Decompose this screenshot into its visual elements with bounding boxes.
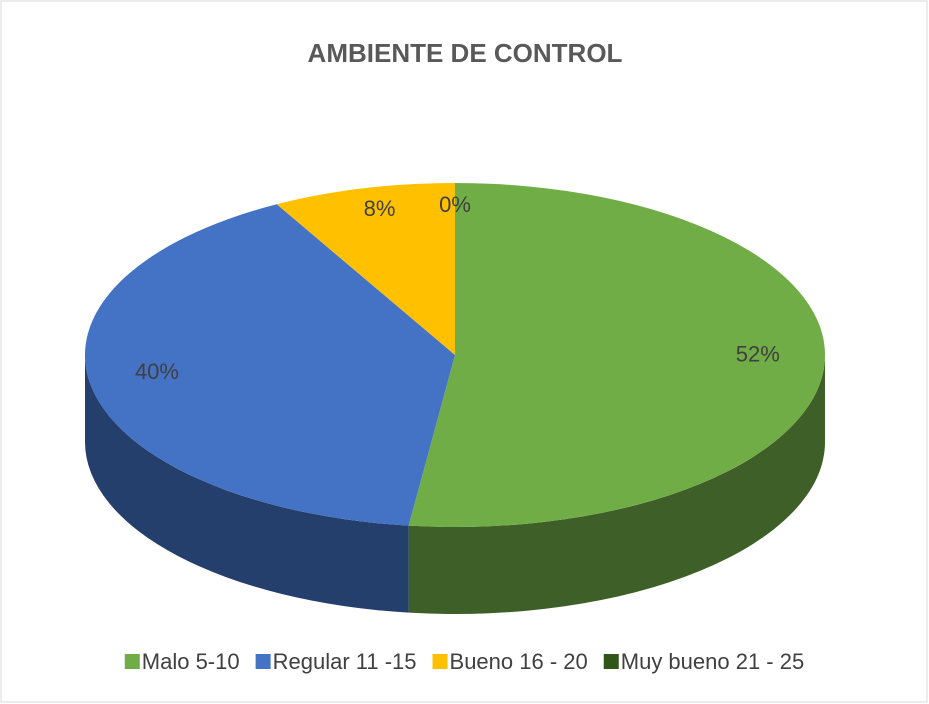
pie-slice xyxy=(276,183,455,355)
chart-title: AMBIENTE DE CONTROL xyxy=(308,38,623,68)
legend-swatch xyxy=(255,654,271,669)
legend: Malo 5-10 Regular 11 -15 Bueno 16 - 20 Muy … xyxy=(124,649,804,674)
pie-slice-side xyxy=(408,355,825,614)
legend-label: Bueno 16 - 20 xyxy=(450,649,588,674)
data-label: 40% xyxy=(135,359,179,384)
legend-label: Muy bueno 21 - 25 xyxy=(621,649,804,674)
legend-label: Regular 11 -15 xyxy=(273,649,417,674)
legend-swatch xyxy=(432,654,448,669)
legend-label: Malo 5-10 xyxy=(142,649,240,674)
pie-slice xyxy=(85,204,456,526)
pie-slice xyxy=(408,183,825,527)
data-label: 0% xyxy=(439,192,471,217)
pie-slice-side xyxy=(85,355,409,613)
data-label: 52% xyxy=(736,342,780,367)
legend-swatch xyxy=(124,654,140,669)
legend-swatch xyxy=(603,654,619,669)
data-label: 8% xyxy=(364,196,396,221)
